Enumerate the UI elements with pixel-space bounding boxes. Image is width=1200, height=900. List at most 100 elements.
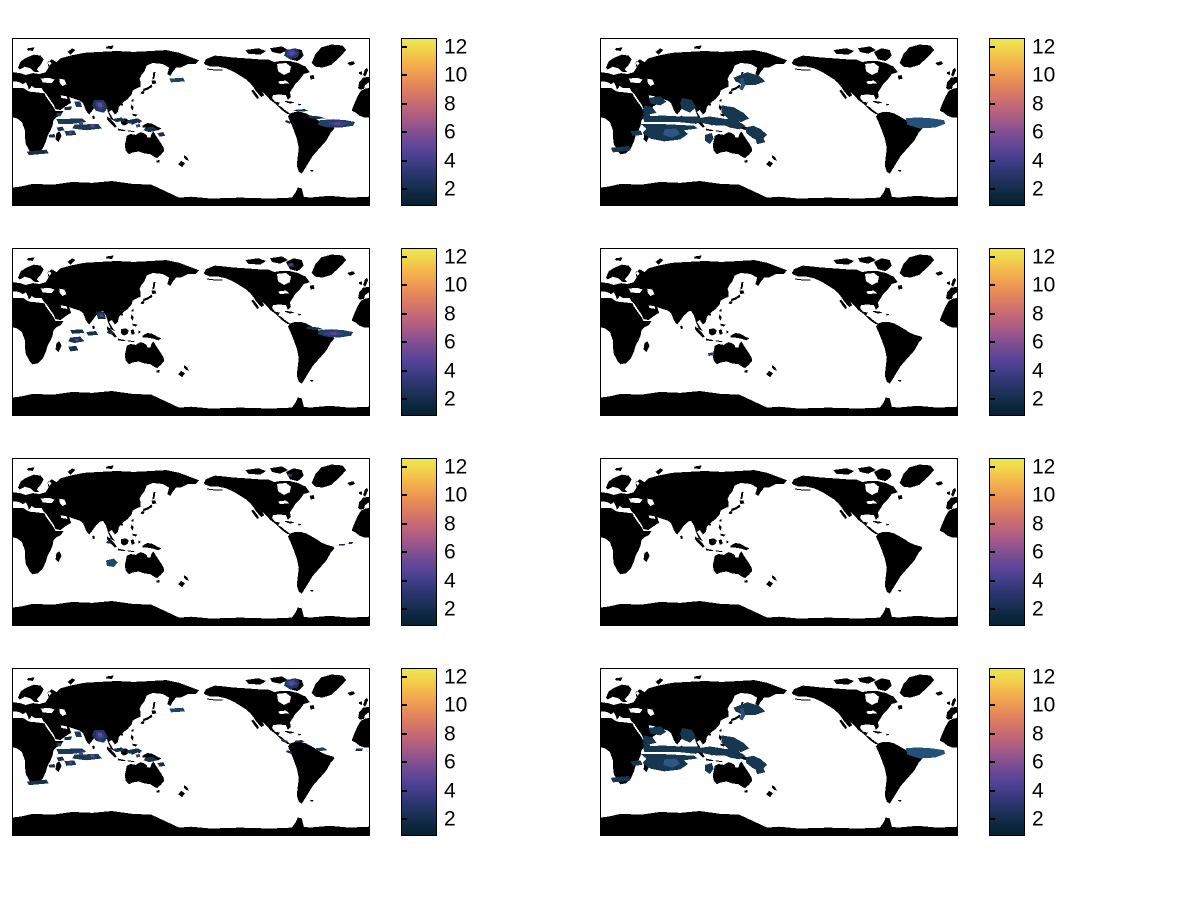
colorbar-tick [990,818,995,821]
data-patch-arabian-sea-north [648,96,667,106]
data-patch-panama-dash [280,739,288,743]
world-map-subplot-5 [12,458,370,626]
colorbar-tick-label: 8 [444,92,456,116]
data-patch-coral-sea [157,762,166,767]
colorbar-subplot-5: 12 10 8 6 4 2 [401,456,467,626]
colorbar-tick-label: 2 [1032,177,1044,201]
data-patch-banda-arafura [721,118,746,130]
data-patches-subplot-1 [26,48,356,156]
data-patch-somali-coast [56,112,63,117]
data-patch-bay-of-bengal-indigo [99,313,104,318]
colorbar-tick [402,579,407,582]
data-patch-se-indian-dash [707,352,715,356]
colorbar-tick [402,704,407,707]
colorbar-tick [990,102,995,105]
colorbar-tick-label: 10 [444,273,468,297]
colorbar-gradient [402,669,436,835]
colorbar-tick-label: 2 [444,387,456,411]
world-map-subplot-7 [12,668,370,836]
colorbar-tick-label: 10 [1032,273,1056,297]
colorbar-tick [402,255,407,258]
colorbar-tick [402,74,407,77]
data-patch-madagascar-east [56,126,65,132]
data-patches-subplot-2 [610,72,946,153]
colorbar-tick-label: 6 [444,330,456,354]
colorbar-tick-label: 4 [444,359,456,383]
colorbar-tick [402,188,407,191]
data-patch-south-of-africa [610,145,631,153]
colorbar-tick-label: 2 [1032,597,1044,621]
colorbar-tick-label: 10 [1032,483,1056,507]
colorbar-tick-label: 2 [444,597,456,621]
data-patch-eq-indian-purple [90,123,96,128]
world-map-subplot-4 [600,248,958,416]
data-patch-bay-of-bengal-purple [98,102,102,108]
colorbar-gradient [990,249,1024,415]
colorbar-tick [402,761,407,764]
data-patch-eq-indian-indigo [78,121,84,125]
data-patch-eq-indian-2 [72,753,102,761]
colorbar-tick [402,284,407,287]
colorbar-tick-label: 6 [444,540,456,564]
data-patch-caribbean-coast [293,740,305,743]
data-patch-south-indian-purple [68,761,73,764]
data-patch-eq-indian-indigo [78,751,84,755]
colorbar-tick-label: 12 [444,665,468,689]
colorbar-tick [402,369,407,372]
data-patches-subplot-7 [26,678,364,786]
data-patch-baffin-dash [287,473,292,477]
data-patch-bay-of-bengal-purple [98,732,102,738]
colorbar-tick-label: 8 [1032,92,1044,116]
data-patches-subplot-4 [707,352,715,356]
colorbar-tick-label: 4 [1032,779,1044,803]
data-patch-japan-coast-blue [739,77,746,91]
colorbar-tick [990,284,995,287]
data-patch-nw-pacific [733,72,766,86]
data-patch-caribbean-coast [292,109,309,112]
data-patch-south-indian-blue [663,128,681,138]
colorbar-tick [990,675,995,678]
colorbar-gradient [990,669,1024,835]
colorbar-subplot-6: 12 10 8 6 4 2 [989,456,1055,626]
colorbar-tick-label: 2 [444,807,456,831]
data-patch-atlantic-dash-2 [348,542,354,544]
colorbar-tick-label: 10 [1032,693,1056,717]
data-patch-indonesia-1 [111,117,126,122]
colorbar-tick [402,732,407,735]
data-patch-banda-purple [135,123,141,128]
data-patch-coral-sea [745,755,768,771]
data-patch-baffin-dash [287,262,294,267]
colorbar-tick [990,45,995,48]
data-patch-sumatra-dash [106,330,114,335]
data-patch-south-indian-purple [68,131,73,134]
world-map-subplot-8 [600,668,958,836]
colorbar-tick-label: 2 [444,177,456,201]
colorbar-tick-label: 6 [1032,120,1044,144]
data-patch-eq-indian-2 [72,123,102,131]
colorbar-gradient [990,459,1024,625]
colorbar-tick-label: 2 [1032,807,1044,831]
data-patch-arafura-sea [143,756,158,763]
colorbar-subplot-3: 12 10 8 6 4 2 [401,246,467,416]
colorbar-tick-label: 4 [1032,359,1044,383]
data-patch-indonesia-2 [125,748,143,754]
colorbar-tick-label: 10 [444,63,468,87]
data-patch-bay-of-bengal [680,728,696,743]
data-patch-philippine-sea [721,735,750,752]
colorbar-tick-label: 12 [1032,455,1056,479]
colorbar-tick-label: 8 [1032,512,1044,536]
colorbar-tick-label: 6 [1032,750,1044,774]
data-patch-japan-coast-blue [739,707,746,721]
colorbar-tick [402,789,407,792]
world-map-subplot-1 [12,38,370,206]
data-patch-arabian-sea-west [64,106,73,111]
colorbar-subplot-2: 12 10 8 6 4 2 [989,36,1055,206]
colorbar-tick [990,131,995,134]
colorbar-tick-label: 2 [1032,387,1044,411]
data-patch-ecuador-dash [284,120,292,124]
data-patch-mozambique-channel [48,133,56,138]
colorbar-tick [990,494,995,497]
colorbar-gradient [990,39,1024,205]
data-patch-eq-indian-north [642,745,703,754]
